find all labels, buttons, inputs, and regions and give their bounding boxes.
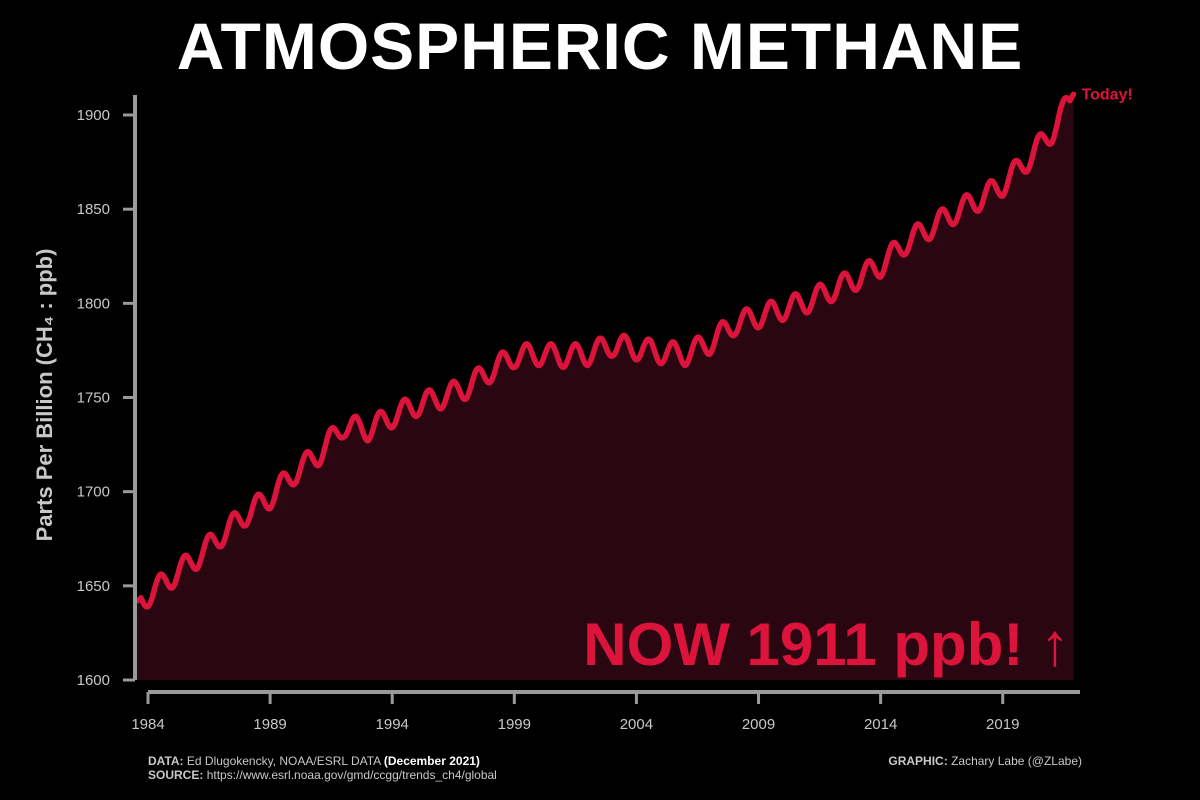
- footer-graphic-credit: GRAPHIC: Zachary Labe (@ZLabe): [888, 754, 1082, 768]
- x-tick-label: 1999: [498, 716, 531, 733]
- footer-data-line: DATA: Ed Dlugokencky, NOAA/ESRL DATA (De…: [148, 754, 497, 768]
- today-annotation: Today!: [1082, 86, 1133, 103]
- label-layer: 1600 1650 1700 1750 1800 1850 1900 1984 1989 1994…: [32, 86, 1133, 733]
- methane-series-line: [133, 91, 1077, 610]
- area-fill: [135, 94, 1074, 681]
- x-tick-label: 2004: [620, 716, 653, 733]
- y-tick-label: 1600: [77, 672, 110, 689]
- x-tick-label: 2009: [742, 716, 775, 733]
- x-tick-label: 1984: [131, 716, 164, 733]
- data-text: Ed Dlugokencky, NOAA/ESRL DATA: [186, 754, 381, 768]
- y-tick-label: 1750: [77, 390, 110, 407]
- area-fill-layer: [135, 94, 1074, 681]
- footer-credits: DATA: Ed Dlugokencky, NOAA/ESRL DATA (De…: [148, 754, 497, 782]
- x-tick-label: 2019: [986, 716, 1019, 733]
- footer-source-line: SOURCE: https://www.esrl.noaa.gov/gmd/cc…: [148, 768, 497, 782]
- x-tick-label: 2014: [864, 716, 897, 733]
- source-label: SOURCE:: [148, 768, 204, 782]
- y-tick-label: 1850: [77, 201, 110, 218]
- source-text: https://www.esrl.noaa.gov/gmd/ccgg/trend…: [206, 768, 497, 782]
- y-tick-label: 1700: [77, 484, 110, 501]
- x-tick-label: 1989: [253, 716, 286, 733]
- y-tick-label: 1800: [77, 295, 110, 312]
- data-date: (December 2021): [383, 754, 480, 768]
- y-tick-label: 1650: [77, 578, 110, 595]
- y-axis-label: Parts Per Billion (CH₄ : ppb): [32, 249, 57, 542]
- axes-layer: [123, 95, 1080, 704]
- y-tick-label: 1900: [77, 107, 110, 124]
- graphic-label: GRAPHIC:: [888, 754, 948, 768]
- chart-title: ATMOSPHERIC METHANE: [176, 9, 1024, 83]
- graphic-text: Zachary Labe (@ZLabe): [951, 754, 1082, 768]
- x-tick-label: 1994: [376, 716, 409, 733]
- data-label: DATA:: [148, 754, 184, 768]
- series-line-layer: [133, 91, 1077, 610]
- now-value-annotation: NOW 1911 ppb! ↑: [583, 611, 1070, 678]
